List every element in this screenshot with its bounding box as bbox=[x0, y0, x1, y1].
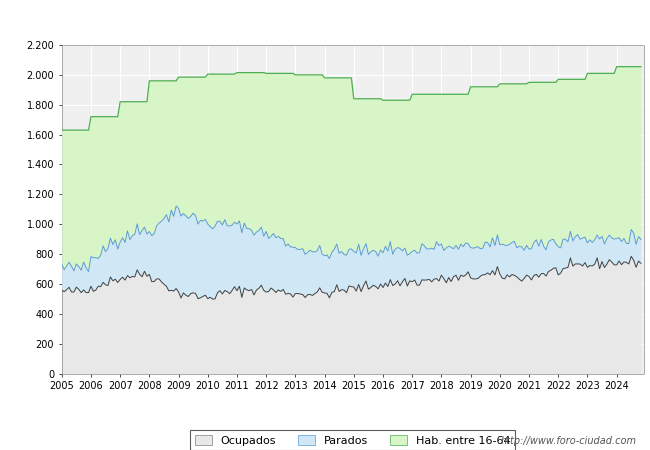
Legend: Ocupados, Parados, Hab. entre 16-64: Ocupados, Parados, Hab. entre 16-64 bbox=[190, 430, 515, 450]
Text: http://www.foro-ciudad.com: http://www.foro-ciudad.com bbox=[501, 436, 637, 446]
Text: Cadalso de los Vidrios - Evolucion de la poblacion en edad de Trabajar Noviembre: Cadalso de los Vidrios - Evolucion de la… bbox=[26, 14, 624, 27]
